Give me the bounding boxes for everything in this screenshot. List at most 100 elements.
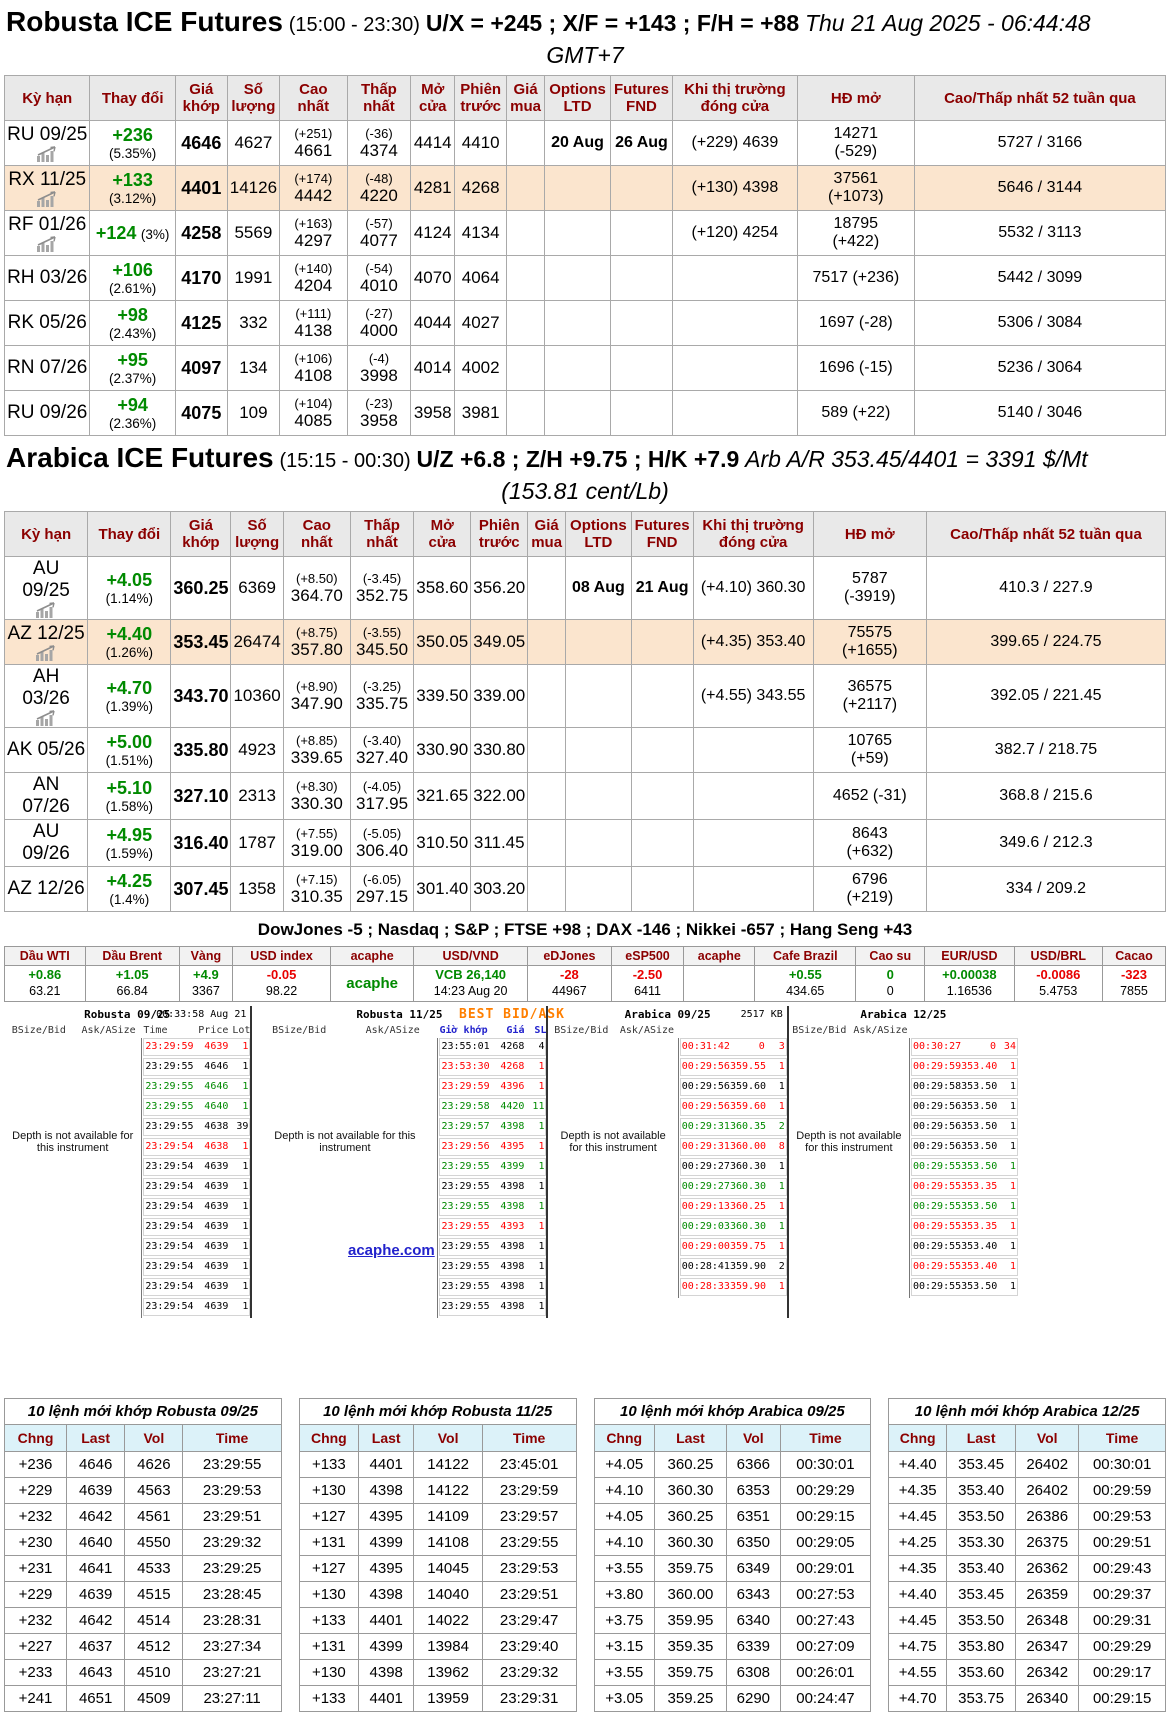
trade-time: 00:29:59 — [912, 1061, 962, 1072]
contract-cell[interactable]: AU 09/25 — [3, 556, 89, 620]
chart-icon[interactable] — [7, 146, 87, 162]
low-change: (-6.05) — [362, 871, 402, 887]
trade-price: 359.60 — [729, 1101, 767, 1112]
order-cell: 14109 — [413, 1503, 483, 1530]
order-cell: +4.70 — [888, 1685, 948, 1712]
options-ltd-cell — [565, 866, 632, 912]
high-price: 364.70 — [290, 585, 343, 605]
order-column-header: Chng — [3, 1424, 68, 1452]
contract-cell[interactable]: AH 03/26 — [3, 664, 89, 728]
bid-size-column-header: BSize/Bid — [11, 1025, 66, 1036]
contract-cell[interactable]: RU 09/25 — [3, 120, 91, 166]
chart-icon[interactable] — [7, 602, 85, 618]
trade-time: 00:29:55 — [912, 1261, 962, 1272]
matched-orders-table: 10 lệnh mới khớp Arabica 12/25 Chng Last Vo… — [888, 1398, 1166, 1712]
week52-range-cell: 5442 / 3099 — [913, 255, 1167, 301]
order-cell: 00:27:09 — [779, 1633, 872, 1660]
order-cell: 359.95 — [653, 1607, 728, 1634]
open-interest-line: 1697 (-28) — [818, 314, 893, 331]
order-cell: +131 — [298, 1529, 359, 1556]
order-cell: 00:27:43 — [779, 1607, 872, 1634]
contract-cell[interactable]: RK 05/26 — [3, 300, 91, 346]
trade-column-headers: Giờ khớp Giá SL — [439, 1023, 546, 1038]
order-cell: 353.40 — [946, 1477, 1017, 1504]
order-cell: 26347 — [1015, 1633, 1080, 1660]
volume-cell: 1787 — [230, 819, 284, 867]
market-change-cell: +1.05 — [84, 965, 180, 983]
robusta-datetime: Thu 21 Aug 2025 - 06:44:48 — [804, 10, 1091, 36]
chart-icon[interactable] — [7, 645, 85, 661]
trading-dashboard: Robusta ICE Futures (15:00 - 23:30) U/X … — [3, 0, 1167, 1712]
contract-cell[interactable]: AN 07/26 — [3, 772, 89, 820]
market-value: 7855 — [1120, 984, 1148, 998]
trade-print-row: 00:29:55 353.50 1 — [910, 1278, 1018, 1296]
contract-cell[interactable]: RU 09/26 — [3, 390, 91, 436]
brand-cell[interactable]: acaphe — [330, 965, 415, 1002]
trade-price: 4393 — [500, 1221, 525, 1232]
trade-print-row: 23:29:55 4398 1 — [439, 1238, 547, 1256]
chart-icon[interactable] — [7, 710, 85, 726]
contract-cell[interactable]: AZ 12/26 — [3, 866, 89, 912]
order-row: +236 4646 4626 23:29:55 — [3, 1451, 282, 1478]
contract-cell[interactable]: AK 05/26 — [3, 727, 89, 773]
trade-price: 353.35 — [961, 1181, 998, 1192]
world-indices-line: DowJones -5 ; Nasdaq ; S&P ; FTSE +98 ; … — [257, 920, 913, 939]
low-change: (-5.05) — [362, 825, 402, 841]
open-interest-line: 4652 (-31) — [832, 787, 907, 804]
market-change-cell — [683, 965, 756, 983]
change-percent: (2.37%) — [109, 371, 157, 386]
order-column-header: Chng — [593, 1424, 655, 1452]
trade-print-row: 23:29:55 4398 1 — [439, 1258, 547, 1276]
high-price: 4204 — [294, 275, 333, 295]
high-price: 310.35 — [290, 886, 343, 906]
order-row: +4.45 353.50 26348 00:29:31 — [888, 1607, 1166, 1634]
trade-print-row: 23:29:54 4639 1 — [143, 1278, 251, 1296]
order-row: +131 4399 14108 23:29:55 — [298, 1529, 577, 1556]
depth-ladder-area: Depth is not available for this instrume… — [789, 1038, 909, 1298]
contract-cell[interactable]: RH 03/26 — [3, 255, 91, 301]
chart-icon[interactable] — [7, 236, 87, 252]
open-cell: 321.65 — [413, 772, 472, 820]
change-cell: +98 (2.43%) — [89, 300, 176, 346]
column-header: Số lượng — [226, 75, 281, 121]
high-cell: (+111) 4138 — [279, 300, 348, 346]
market-change: +0.00038 — [942, 967, 997, 982]
open-interest-cell: 8643 (+632) — [812, 819, 927, 867]
contract-cell[interactable]: RN 07/26 — [3, 345, 91, 391]
market-value-cell: 63.21 — [4, 983, 86, 1002]
contract-cell[interactable]: AU 09/26 — [3, 819, 89, 867]
futures-fnd-cell: 26 Aug — [609, 120, 673, 166]
trade-time: 23:29:54 — [145, 1221, 194, 1232]
trade-time: 23:29:54 — [145, 1141, 194, 1152]
trade-print-row: 00:29:55 353.40 1 — [910, 1258, 1018, 1276]
contract-cell[interactable]: RX 11/25 — [3, 165, 91, 211]
chart-icon[interactable] — [7, 191, 87, 207]
order-cell: 6339 — [726, 1633, 781, 1660]
order-column-header: Time — [779, 1424, 872, 1452]
contract-cell[interactable]: AZ 12/25 — [3, 619, 89, 665]
trade-price: 4398 — [500, 1201, 525, 1212]
market-value — [687, 991, 751, 993]
last-price-cell: 316.40 — [170, 819, 232, 867]
order-cell: 23:29:51 — [182, 1503, 282, 1530]
last-price-cell: 4401 — [174, 165, 228, 211]
week52-range-cell: 5236 / 3064 — [913, 345, 1167, 391]
last-price: 4646 — [181, 132, 222, 153]
futures-fnd-cell — [609, 165, 673, 211]
change-percent: (1.39%) — [105, 699, 153, 714]
contract-cell[interactable]: RF 01/26 — [3, 210, 91, 256]
arabica-futures-table: Kỳ hạn Thay đổi Giá khớp Số lượng Cao nhất Th… — [3, 511, 1167, 912]
open-interest-line: (+422) — [832, 233, 880, 250]
high-cell: (+8.50) 364.70 — [282, 556, 351, 620]
options-ltd-cell — [544, 390, 611, 436]
order-column-header: Time — [182, 1424, 282, 1452]
week52-range-cell: 5646 / 3144 — [913, 165, 1167, 211]
market-change: +4.9 — [193, 967, 219, 982]
order-cell: 353.60 — [946, 1659, 1017, 1686]
column-header: Cao nhất — [282, 511, 351, 557]
column-header: Thấp nhất — [349, 511, 415, 557]
order-cell: 23:29:40 — [481, 1633, 577, 1660]
last-price: 343.70 — [173, 685, 229, 706]
acaphe-watermark-link[interactable]: acaphe.com — [348, 1242, 435, 1259]
high-price: 4297 — [294, 230, 333, 250]
